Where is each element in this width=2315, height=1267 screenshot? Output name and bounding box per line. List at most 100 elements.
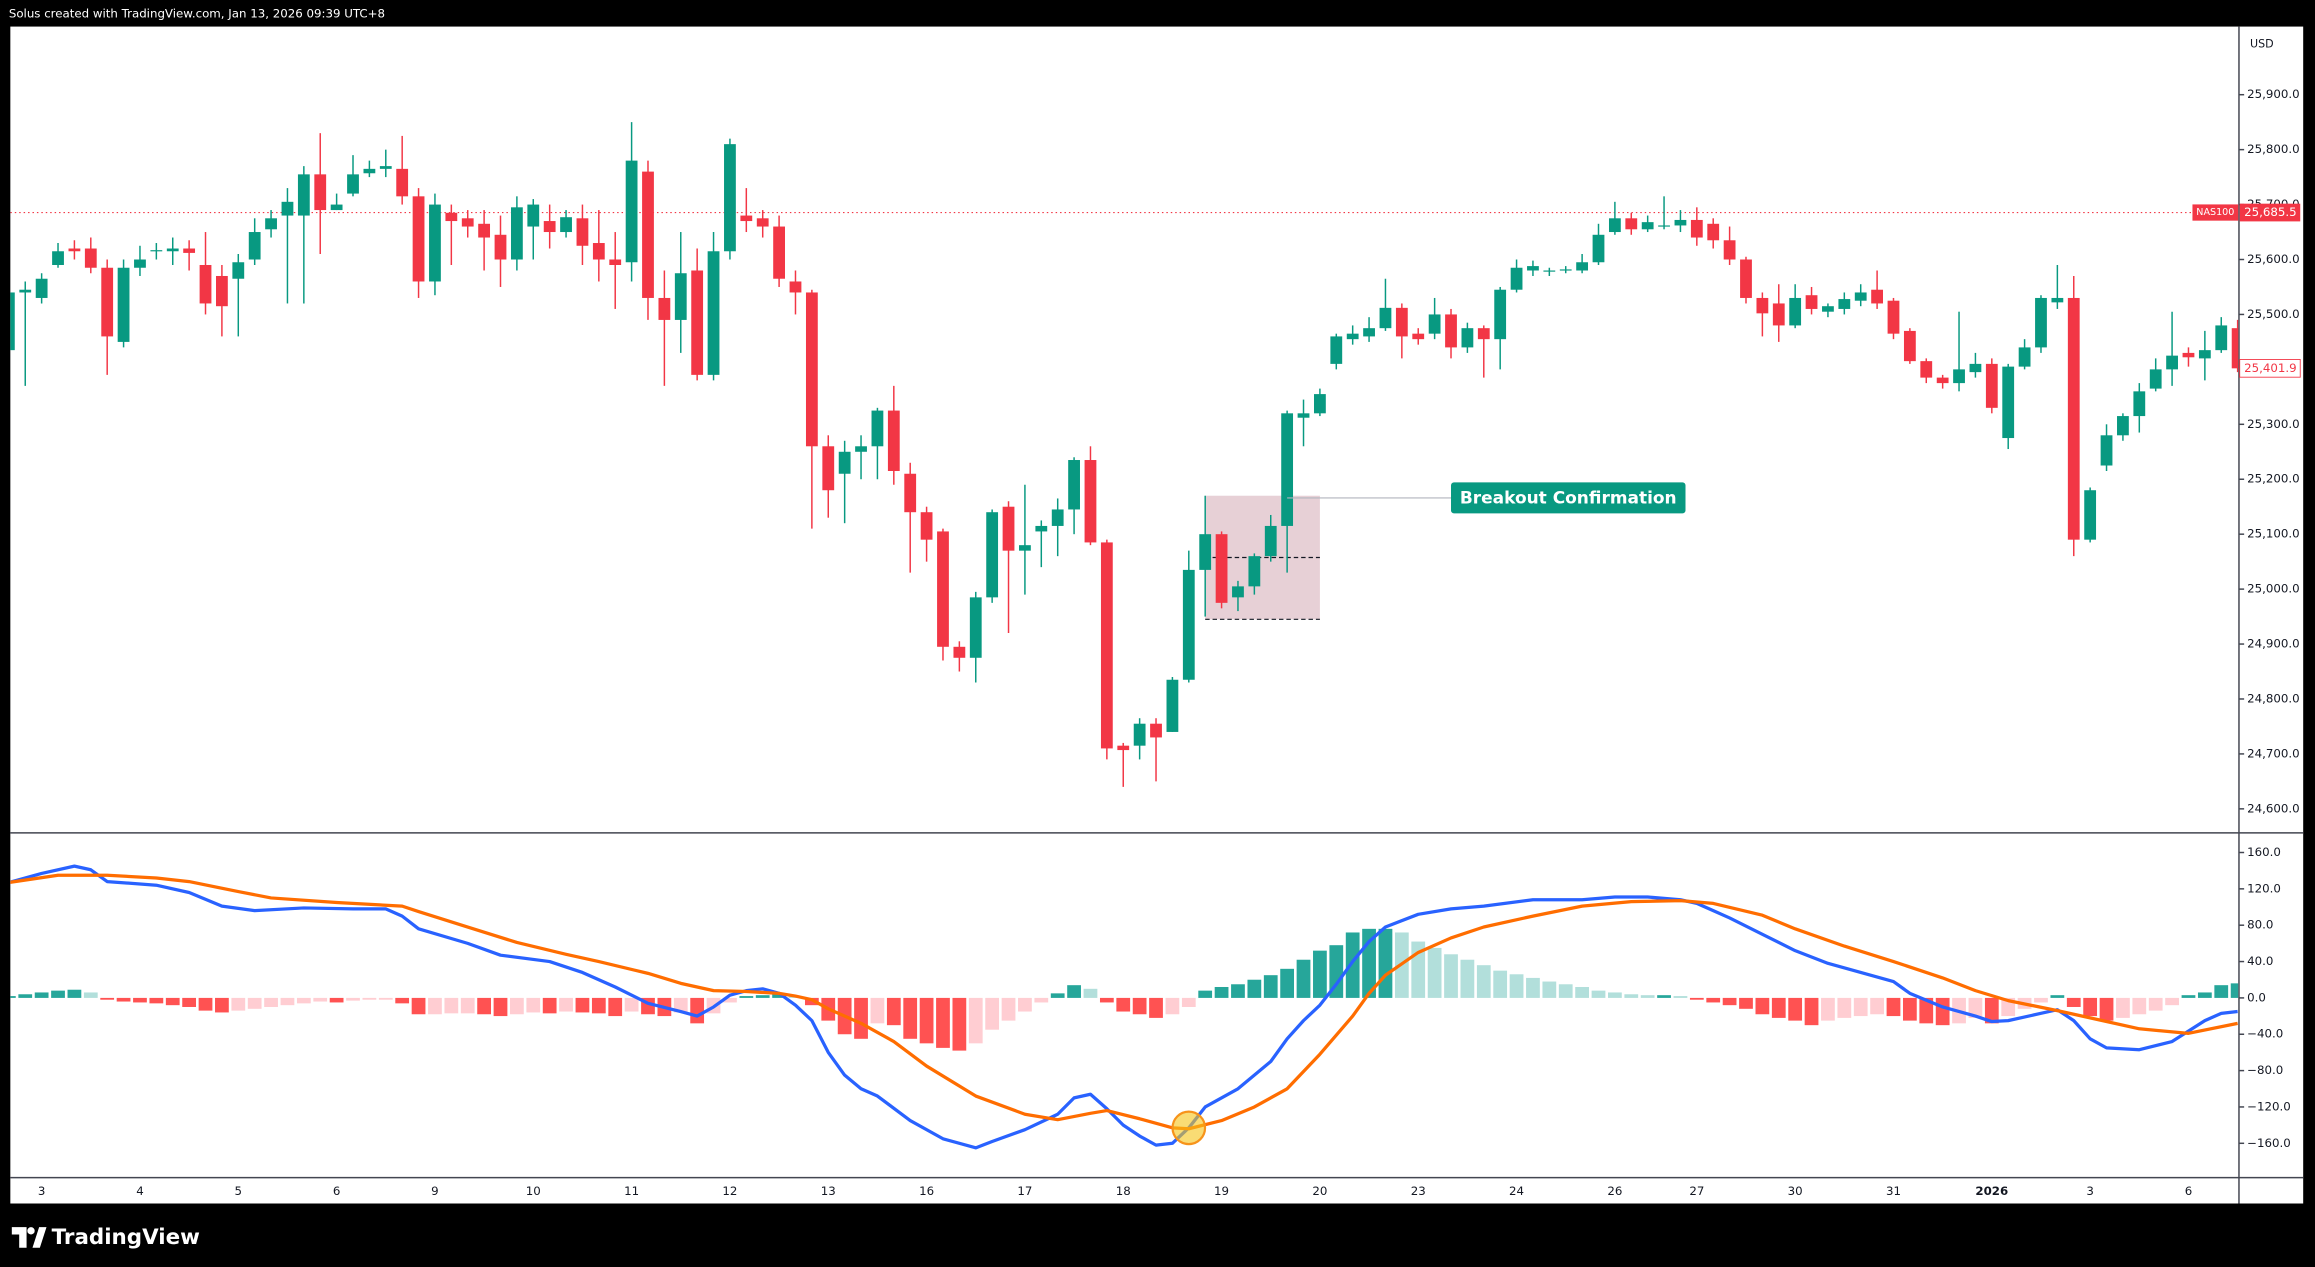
x-tick-label: 6	[333, 1184, 341, 1198]
histogram-bar	[346, 997, 360, 1001]
candle-body	[1543, 270, 1556, 272]
candle-body	[314, 174, 327, 211]
candle-body	[363, 168, 376, 174]
macd-line	[10, 873, 2238, 1131]
histogram-bar	[18, 994, 33, 998]
candle-body	[10, 292, 15, 351]
histogram-bar	[1231, 984, 1245, 998]
candle-body	[265, 218, 277, 230]
candle-body	[1608, 218, 1621, 233]
histogram-bar	[1149, 997, 1163, 1018]
candle-body	[2117, 416, 2129, 436]
candle-body	[1772, 303, 1785, 326]
candle-body	[2198, 350, 2211, 359]
histogram-bar	[2050, 995, 2065, 998]
symbol-tag-label: NAS100	[2196, 207, 2234, 218]
logo-slash	[32, 1227, 47, 1248]
histogram-bar	[1509, 974, 1524, 998]
histogram-bar	[1886, 997, 1901, 1017]
candle-body	[1887, 300, 1900, 334]
candle-body	[150, 250, 163, 252]
histogram-bar	[34, 992, 49, 998]
annotation-label-bg	[1451, 482, 1686, 514]
candle-body	[1756, 297, 1769, 314]
candle-body	[2166, 355, 2178, 370]
candle-body	[1314, 394, 1326, 414]
candle-body	[19, 289, 32, 293]
histogram-bar	[1378, 928, 1393, 998]
candle-body	[1707, 223, 1720, 241]
candle-body	[1690, 219, 1703, 238]
candle-body	[543, 221, 556, 233]
y2-tick-label: 80.0	[2247, 918, 2273, 932]
x-tick-label: 18	[1116, 1184, 1131, 1198]
histogram-bar	[690, 997, 705, 1024]
histogram-bar	[493, 997, 508, 1017]
y2-tick-label: 0.0	[2247, 990, 2266, 1004]
candle-body	[1723, 240, 1736, 260]
candle-body	[35, 278, 48, 298]
histogram-bar	[673, 997, 688, 1013]
candle-body	[1363, 328, 1375, 337]
histogram-bar	[1476, 965, 1491, 998]
histogram-bar	[919, 997, 934, 1044]
x-tick-label: 23	[1411, 1184, 1426, 1198]
histogram-bar	[395, 997, 410, 1004]
candle-body	[1248, 556, 1261, 587]
candle-body	[68, 248, 81, 252]
candle-body	[1084, 460, 1097, 543]
candle-body	[789, 281, 802, 293]
candle-body	[986, 512, 999, 598]
candle-body	[658, 297, 671, 320]
logo-mark	[11, 1227, 27, 1248]
candle-body	[216, 275, 228, 307]
candle-body	[871, 410, 884, 447]
candle-body	[1527, 266, 1539, 271]
candle-body	[2231, 328, 2239, 369]
histogram-bar	[362, 997, 377, 1000]
y-tick-label: 25,600.0	[2247, 252, 2300, 266]
candle-body	[52, 251, 64, 265]
y-tick-label: 24,700.0	[2247, 746, 2300, 760]
candle-body	[1133, 723, 1146, 746]
histogram-bar	[1181, 997, 1196, 1007]
x-tick-label: 26	[1607, 1184, 1622, 1198]
candle-body	[1068, 460, 1080, 510]
candle-body	[642, 171, 654, 298]
x-tick-label: 12	[722, 1184, 737, 1198]
candle-body	[773, 226, 785, 279]
candle-body	[199, 264, 212, 304]
histogram-bar	[542, 997, 557, 1014]
histogram-bar	[1198, 990, 1213, 998]
candle-body	[1576, 262, 1589, 271]
x-tick-label: 16	[919, 1184, 934, 1198]
histogram-bar	[1919, 997, 1934, 1024]
candle-body	[379, 166, 392, 169]
currency-label: USD	[2250, 37, 2274, 50]
x-tick-label: 27	[1689, 1184, 1704, 1198]
candle-body	[1592, 234, 1605, 263]
x-tick-label: 2026	[1975, 1184, 2008, 1198]
candle-body	[625, 160, 638, 263]
histogram-bar	[1788, 997, 1803, 1021]
histogram-bar	[149, 997, 164, 1004]
histogram-bar	[1984, 997, 1999, 1024]
histogram-bar	[1968, 997, 1983, 1018]
x-tick-label: 17	[1017, 1184, 1032, 1198]
histogram-bar	[952, 997, 967, 1051]
candle-body	[609, 259, 622, 265]
histogram-bar	[1001, 997, 1016, 1021]
histogram-bar	[247, 997, 262, 1009]
candle-body	[1297, 413, 1310, 418]
candle-body	[2035, 297, 2047, 348]
histogram-bar	[1558, 984, 1573, 998]
histogram-bar	[772, 994, 786, 998]
candle-body	[1428, 314, 1441, 334]
candle-body	[969, 597, 982, 658]
candle-body	[724, 144, 736, 252]
candle-body	[1854, 292, 1867, 301]
candle-body	[166, 248, 179, 252]
x-tick-label: 30	[1788, 1184, 1803, 1198]
